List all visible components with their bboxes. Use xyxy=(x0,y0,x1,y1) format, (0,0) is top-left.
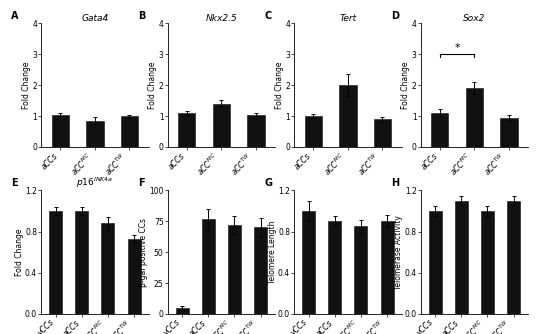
Bar xyxy=(302,211,315,314)
Y-axis label: Fold Change: Fold Change xyxy=(275,61,284,109)
Bar xyxy=(128,239,141,314)
Bar xyxy=(328,221,342,314)
Title: $p16^{INK4a}$: $p16^{INK4a}$ xyxy=(76,176,114,190)
Y-axis label: β-gal positive CCs: β-gal positive CCs xyxy=(139,218,148,287)
Y-axis label: Fold Change: Fold Change xyxy=(402,61,410,109)
Bar xyxy=(466,88,483,147)
Text: H: H xyxy=(390,178,399,188)
Bar xyxy=(248,115,265,147)
Text: A: A xyxy=(11,11,19,21)
Text: G: G xyxy=(264,178,272,188)
Bar xyxy=(175,308,189,314)
Bar xyxy=(254,227,267,314)
Text: D: D xyxy=(390,11,399,21)
Y-axis label: Telomerase Activity: Telomerase Activity xyxy=(394,215,403,290)
Y-axis label: Fold Change: Fold Change xyxy=(14,228,24,276)
Bar xyxy=(428,211,442,314)
Bar xyxy=(121,116,138,147)
Bar xyxy=(381,221,394,314)
Bar xyxy=(228,225,241,314)
Bar xyxy=(455,201,468,314)
Bar xyxy=(431,113,448,147)
Bar xyxy=(374,119,391,147)
Text: E: E xyxy=(11,178,18,188)
Bar xyxy=(86,121,103,147)
Bar xyxy=(481,211,494,314)
Bar xyxy=(339,85,356,147)
Title: Sox2: Sox2 xyxy=(463,14,486,23)
Bar xyxy=(305,116,322,147)
Text: C: C xyxy=(264,11,272,21)
Text: B: B xyxy=(138,11,145,21)
Bar xyxy=(500,118,518,147)
Bar xyxy=(49,211,62,314)
Y-axis label: Fold Change: Fold Change xyxy=(148,61,157,109)
Title: Tert: Tert xyxy=(339,14,356,23)
Bar xyxy=(202,219,215,314)
Y-axis label: Fold Change: Fold Change xyxy=(22,61,31,109)
Text: F: F xyxy=(138,178,144,188)
Bar xyxy=(75,211,89,314)
Title: Gata4: Gata4 xyxy=(81,14,108,23)
Text: *: * xyxy=(454,43,460,53)
Title: Nkx2.5: Nkx2.5 xyxy=(206,14,237,23)
Bar xyxy=(354,226,367,314)
Bar xyxy=(507,201,520,314)
Bar xyxy=(213,104,230,147)
Bar xyxy=(178,113,195,147)
Bar xyxy=(101,223,114,314)
Y-axis label: Telomere Length: Telomere Length xyxy=(267,220,277,284)
Bar xyxy=(52,115,69,147)
